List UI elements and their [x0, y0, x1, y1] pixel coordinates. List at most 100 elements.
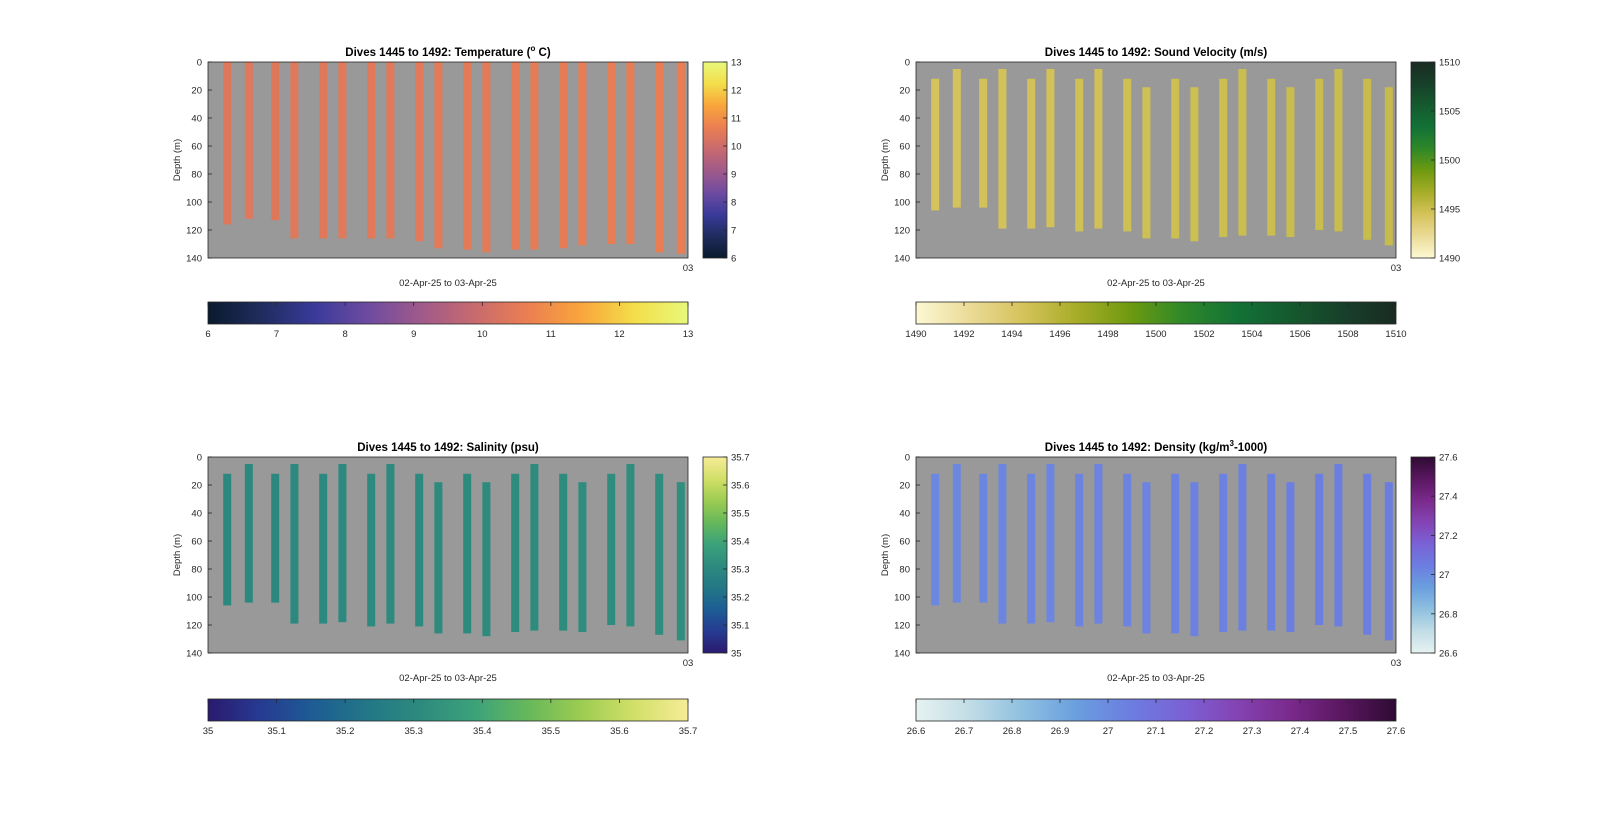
dive-profile — [676, 62, 685, 254]
dive-profile — [1046, 69, 1055, 228]
vertical-colorbar — [702, 456, 728, 654]
plot-area — [916, 457, 1396, 653]
x-tick-label: 03 — [683, 263, 694, 274]
y-tick-label: 100 — [894, 198, 910, 209]
dive-profile — [530, 62, 539, 250]
dive-profile — [511, 473, 520, 632]
y-tick-label: 80 — [899, 170, 910, 181]
y-tick-label: 120 — [894, 226, 910, 237]
dive-profile — [1267, 473, 1276, 631]
colorbar-tick-label: 1502 — [1193, 329, 1214, 340]
colorbar-tick-label: 27.2 — [1195, 726, 1214, 737]
dive-profile — [1334, 69, 1343, 232]
x-axis-label: 02-Apr-25 to 03-Apr-25 — [399, 673, 497, 684]
colorbar-tick-label: 8 — [342, 329, 347, 340]
dive-profile — [559, 62, 568, 249]
y-axis-label: Depth (m) — [880, 534, 891, 576]
dive-profile — [530, 464, 539, 631]
dive-profile — [290, 464, 299, 624]
y-tick-label: 100 — [186, 593, 202, 604]
colorbar-tick-label: 1496 — [1049, 329, 1070, 340]
vertical-colorbar — [702, 61, 728, 259]
plot-area — [916, 62, 1396, 258]
dive-profile — [1027, 78, 1036, 229]
y-tick-label: 80 — [191, 565, 202, 576]
dive-profile — [482, 62, 491, 253]
y-axis-label: Depth (m) — [880, 139, 891, 181]
colorbar-tick-label: 26.8 — [1439, 609, 1458, 620]
dive-profile — [1171, 78, 1180, 239]
plot-area — [208, 457, 688, 653]
dive-profile — [1267, 78, 1276, 236]
colorbar-tick-label: 27.2 — [1439, 531, 1458, 542]
colorbar-tick-label: 35.2 — [731, 593, 750, 604]
chart-panel: 0 20 40 60 80 100 120 140 03 Dives 1445 to 1492: … — [880, 439, 1458, 737]
axes-frame — [915, 61, 1397, 259]
dive-profile — [578, 62, 587, 246]
dive-profile — [655, 473, 664, 635]
colorbar-tick-label: 1504 — [1241, 329, 1262, 340]
dive-profile — [1384, 87, 1393, 246]
colorbar-tick-label: 13 — [731, 58, 742, 69]
axes-frame — [207, 61, 689, 259]
colorbar-tick-label: 35.7 — [679, 726, 698, 737]
colorbar-tick-label: 26.6 — [1439, 649, 1458, 660]
dive-profile — [338, 62, 347, 239]
dive-profile — [319, 62, 328, 239]
dive-profile — [367, 62, 376, 239]
y-tick-label: 100 — [186, 198, 202, 209]
y-tick-label: 20 — [191, 86, 202, 97]
x-tick-label: 03 — [683, 658, 694, 669]
chart-title: Dives 1445 to 1492: Salinity (psu) — [357, 442, 539, 454]
chart-title: Dives 1445 to 1492: Temperature (o C) — [345, 44, 551, 59]
y-tick-label: 20 — [899, 481, 910, 492]
dive-profile — [1027, 473, 1036, 624]
dive-profile — [1142, 482, 1151, 634]
dive-profile — [319, 473, 328, 624]
colorbar-tick-label: 35.1 — [731, 621, 750, 632]
y-tick-label: 0 — [905, 58, 910, 69]
colorbar-tick-label: 27.4 — [1291, 726, 1310, 737]
colorbar-tick-label: 35.3 — [404, 726, 423, 737]
dive-profile — [223, 473, 232, 606]
colorbar-tick-label: 26.9 — [1051, 726, 1070, 737]
dive-profile — [998, 464, 1007, 624]
dive-profile — [367, 473, 376, 627]
colorbar-tick-label: 8 — [731, 198, 736, 209]
colorbar-tick-label: 1490 — [905, 329, 926, 340]
dive-profile — [1094, 69, 1103, 229]
dive-profile — [1363, 473, 1372, 635]
dive-profile — [952, 464, 961, 603]
chart-title: Dives 1445 to 1492: Sound Velocity (m/s) — [1045, 47, 1268, 59]
colorbar-tick-label: 11 — [546, 329, 556, 340]
colorbar-tick-label: 35.5 — [731, 509, 750, 520]
chart-title: Dives 1445 to 1492: Density (kg/m3-1000) — [1045, 439, 1268, 454]
colorbar-tick-label: 26.6 — [907, 726, 926, 737]
dive-profile — [559, 473, 568, 631]
colorbar-tick-label: 9 — [411, 329, 416, 340]
dive-profile — [271, 62, 280, 221]
dive-profile — [338, 464, 347, 623]
plot-area — [208, 62, 688, 258]
colorbar-tick-label: 1495 — [1439, 205, 1460, 216]
colorbar-tick-label: 1505 — [1439, 107, 1460, 118]
colorbar-tick-label: 35.7 — [731, 453, 750, 464]
colorbar-tick-label: 12 — [731, 86, 742, 97]
colorbar-tick-label: 35 — [731, 649, 742, 660]
y-tick-label: 60 — [191, 537, 202, 548]
y-axis-label: Depth (m) — [172, 534, 183, 576]
colorbar-tick-label: 35.4 — [473, 726, 492, 737]
colorbar-tick-label: 27.4 — [1439, 492, 1458, 503]
dive-profile — [482, 482, 491, 637]
dive-profile — [415, 473, 424, 627]
y-tick-label: 120 — [186, 226, 202, 237]
dive-profile — [979, 78, 988, 208]
colorbar-tick-label: 27.1 — [1147, 726, 1166, 737]
colorbar-tick-label: 35.1 — [267, 726, 286, 737]
dive-profile — [998, 69, 1007, 229]
dive-profile — [1171, 473, 1180, 634]
dive-profile — [1384, 482, 1393, 641]
dive-profile — [386, 62, 395, 239]
dive-profile — [1363, 78, 1372, 240]
